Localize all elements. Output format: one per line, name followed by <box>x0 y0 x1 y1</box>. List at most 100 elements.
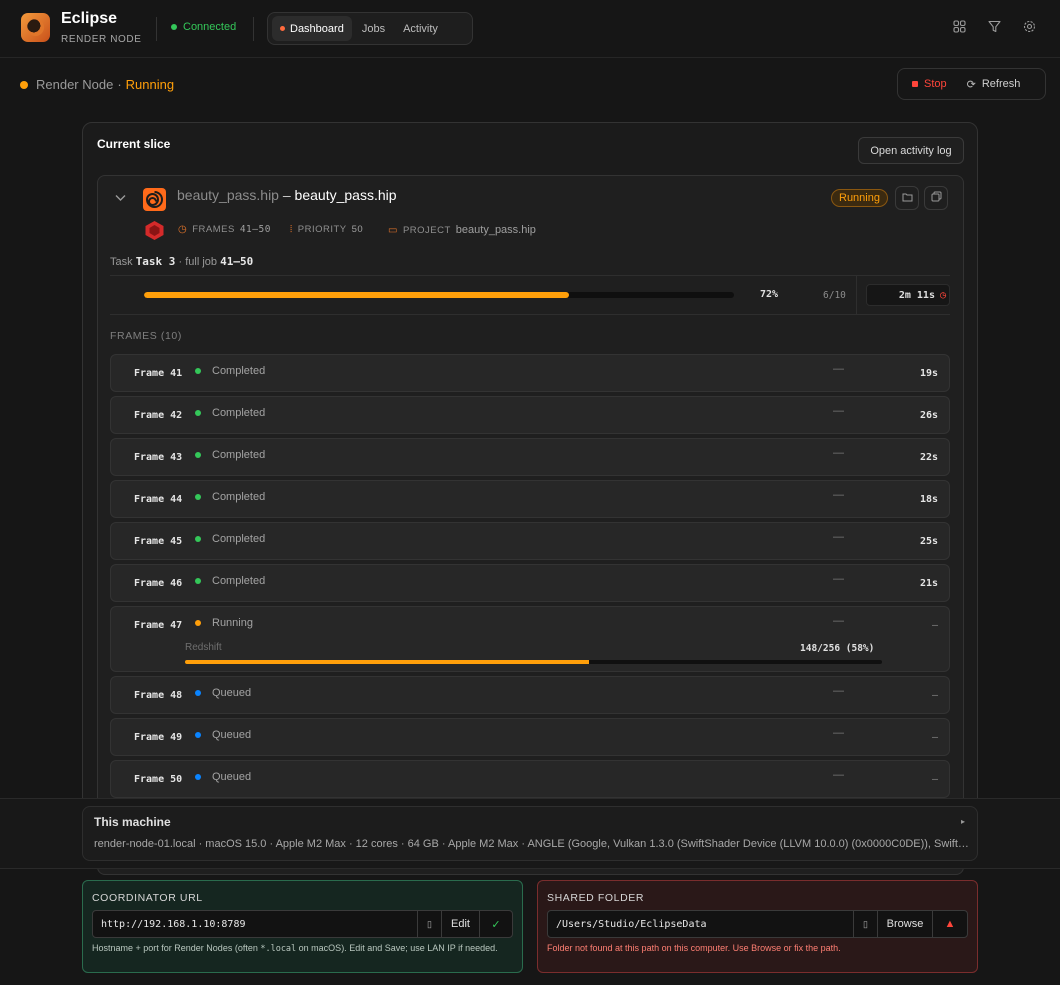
divider <box>856 276 857 314</box>
task-range: 41–50 <box>220 255 254 268</box>
frame-status-label: Completed <box>212 365 266 377</box>
save-check-button[interactable]: ✓ <box>479 911 512 937</box>
frame-status: Completed <box>195 449 265 461</box>
edit-button[interactable]: Edit <box>441 911 479 937</box>
frame-count: 6/10 <box>823 290 846 301</box>
node-status: Render Node · Running <box>20 77 174 92</box>
clipboard-button[interactable]: ▯ <box>853 911 877 937</box>
frame-row[interactable]: Frame 49 Queued — – <box>110 718 950 756</box>
note-code: *.local <box>260 944 297 954</box>
copy-icon <box>931 191 942 205</box>
status-badge: Running <box>831 189 888 207</box>
shared-folder-note: Folder not found at this path on this co… <box>547 943 841 953</box>
shared-folder-label: SHARED FOLDER <box>547 892 645 904</box>
frame-name: Frame 45 <box>134 536 183 547</box>
shared-folder-card: SHARED FOLDER /Users/Studio/EclipseData … <box>537 880 978 973</box>
frame-progress-bar <box>185 660 882 664</box>
frame-engine: Redshift <box>185 642 222 653</box>
frame-row[interactable]: Frame 44 Completed — 18s <box>110 480 950 518</box>
eclipse-logo <box>21 13 50 42</box>
task-prefix: Task <box>110 256 133 268</box>
frame-row[interactable]: Frame 48 Queued — – <box>110 676 950 714</box>
frame-row[interactable]: Frame 41 Completed — 19s <box>110 354 950 392</box>
tab-activity[interactable]: Activity <box>395 16 446 41</box>
clipboard-icon: ▯ <box>863 918 868 929</box>
frame-status: Completed <box>195 575 265 587</box>
frame-time: – <box>931 620 938 631</box>
node-controls: Stop ⟳ Refresh <box>897 68 1046 100</box>
frame-row[interactable]: Frame 43 Completed — 22s <box>110 438 950 476</box>
houdini-icon <box>143 188 166 211</box>
note-text: Hostname + port for Render Nodes (often <box>92 943 261 953</box>
job-file-name: beauty_pass.hip <box>177 187 279 203</box>
copy-button[interactable] <box>924 186 948 210</box>
clipboard-button[interactable]: ▯ <box>417 911 441 937</box>
priority-meta: ⦙ PRIORITY 50 <box>290 224 363 235</box>
priority-bars-icon: ⦙ <box>290 224 293 235</box>
layout-grid-icon[interactable] <box>952 20 966 34</box>
frame-placeholder: — <box>833 769 844 781</box>
coordinator-url-field[interactable]: http://192.168.1.10:8789 ▯ Edit ✓ <box>92 910 513 938</box>
frame-status-label: Completed <box>212 575 266 587</box>
coordinator-url-label: COORDINATOR URL <box>92 892 203 904</box>
tab-dashboard[interactable]: Dashboard <box>272 16 352 41</box>
settings-gear-icon[interactable] <box>1022 20 1036 34</box>
frame-status: Queued <box>195 771 251 783</box>
open-activity-log-button[interactable]: Open activity log <box>858 137 964 164</box>
frame-time: – <box>931 732 938 743</box>
frame-name: Frame 50 <box>134 774 183 785</box>
chevron-down-icon[interactable] <box>115 193 126 205</box>
status-dot-icon <box>195 452 201 458</box>
check-icon: ✓ <box>491 918 501 931</box>
frame-row[interactable]: Frame 50 Queued — – <box>110 760 950 798</box>
frames-header: FRAMES (10) <box>110 330 182 342</box>
stop-label: Stop <box>924 78 947 90</box>
app-header: Eclipse RENDER NODE Connected Dashboard … <box>0 0 1060 58</box>
app-subtitle: RENDER NODE <box>61 34 142 45</box>
folder-button[interactable] <box>895 186 919 210</box>
frame-status: Running <box>195 617 253 629</box>
frame-status: Completed <box>195 533 265 545</box>
current-slice-panel: Current slice Open activity log beauty_p… <box>82 122 978 875</box>
frame-time: 18s <box>919 494 938 505</box>
frame-status-label: Completed <box>212 407 266 419</box>
frame-name: Frame 46 <box>134 578 183 589</box>
frames-meta-label: FRAMES <box>192 224 235 235</box>
tab-label: Jobs <box>361 22 386 35</box>
stop-button[interactable]: Stop <box>904 72 955 96</box>
refresh-button[interactable]: ⟳ Refresh <box>959 72 1029 96</box>
frame-status-label: Queued <box>212 687 252 699</box>
eta-display: 2m 11s ◷ <box>866 284 950 306</box>
frame-name: Frame 43 <box>134 452 183 463</box>
folder-icon: ▭ <box>388 224 398 236</box>
priority-meta-label: PRIORITY <box>297 224 347 235</box>
frame-row[interactable]: Frame 45 Completed — 25s <box>110 522 950 560</box>
refresh-icon: ⟳ <box>966 78 976 91</box>
project-meta: ▭ PROJECT beauty_pass.hip <box>388 224 536 236</box>
frame-row[interactable]: Frame 42 Completed — 26s <box>110 396 950 434</box>
frames-meta-value: 41–50 <box>239 224 271 235</box>
machine-title: This machine <box>94 815 171 829</box>
frame-placeholder: — <box>833 727 844 739</box>
caret-right-icon[interactable]: ▸ <box>960 817 965 826</box>
frame-progress-fill <box>185 660 590 664</box>
refresh-label: Refresh <box>981 78 1021 90</box>
frame-time: 22s <box>919 452 938 463</box>
this-machine-section[interactable]: This machine ▸ render-node-01.local · ma… <box>82 806 978 861</box>
status-dot-icon <box>195 578 201 584</box>
frame-time: 19s <box>919 368 938 379</box>
frame-status: Queued <box>195 687 251 699</box>
browse-button[interactable]: Browse <box>877 911 932 937</box>
shared-folder-field[interactable]: /Users/Studio/EclipseData ▯ Browse ▲ <box>547 910 968 938</box>
frame-status: Completed <box>195 491 265 503</box>
frame-time: 26s <box>919 410 938 421</box>
filter-icon[interactable] <box>987 20 1001 34</box>
frame-status-label: Completed <box>212 491 266 503</box>
status-dot-icon <box>195 732 201 738</box>
frame-row[interactable]: Frame 47 Running — – Redshift 148/256 (58%) <box>110 606 950 672</box>
frame-status: Completed <box>195 365 265 377</box>
warning-button[interactable]: ▲ <box>932 911 967 937</box>
task-mid: · full job <box>178 256 218 268</box>
frame-row[interactable]: Frame 46 Completed — 21s <box>110 564 950 602</box>
tab-jobs[interactable]: Jobs <box>354 16 393 41</box>
